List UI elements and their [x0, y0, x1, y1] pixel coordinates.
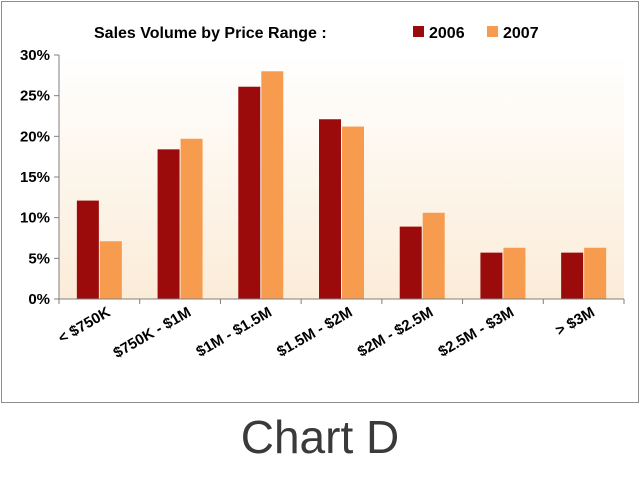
- x-category-label: > $3M: [553, 304, 598, 340]
- plot-area: [59, 55, 624, 299]
- bar-2006-5: [480, 252, 503, 299]
- bar-chart: 0%5%10%15%20%25%30% < $750K$750K - $1M $1…: [20, 25, 625, 362]
- bar-2006-6: [561, 252, 584, 299]
- y-tick-label: 10%: [20, 210, 50, 227]
- chart-frame: 0% 5% 10% 15% 20% 25% 30% < $750K $750K - $1M $1…: [1, 1, 639, 403]
- bar-2007-1: [180, 138, 203, 299]
- bar-2007-3: [342, 126, 364, 299]
- x-category-label: $2.5M - $3M: [436, 304, 517, 361]
- y-tick-label: 30%: [20, 47, 50, 64]
- y-tick-label: 0%: [28, 291, 50, 308]
- bar-2007-0: [99, 241, 122, 299]
- bar-2006-4: [399, 226, 422, 299]
- slide-caption: Chart D: [240, 411, 400, 463]
- legend-label-2006: 2006: [429, 25, 465, 42]
- x-category-label: $2M - $2.5M: [355, 304, 436, 361]
- chart-title: Sales Volume by Price Range :: [94, 25, 327, 42]
- bar-2006-1: [157, 149, 180, 299]
- legend-swatch-2007: [487, 26, 498, 37]
- legend-swatch-2006: [413, 26, 424, 37]
- bar-2007-5: [503, 247, 526, 299]
- bar-2007-6: [584, 247, 607, 299]
- y-tick-label: 25%: [20, 88, 50, 105]
- legend-label-2007: 2007: [503, 25, 539, 42]
- x-category-label: < $750K: [55, 304, 113, 347]
- bar-2006-2: [238, 86, 261, 299]
- bar-2007-4: [422, 212, 445, 299]
- x-category-label: $1M - $1.5M: [193, 304, 274, 361]
- x-category-label: $1.5M - $2M: [274, 304, 355, 361]
- legend: 2006 2007: [413, 25, 539, 42]
- y-tick-label: 20%: [20, 128, 50, 145]
- bar-2006-0: [76, 200, 99, 299]
- y-tick-label: 5%: [28, 250, 50, 267]
- bar-2006-3: [319, 119, 341, 300]
- bar-2007-2: [261, 71, 284, 300]
- y-tick-label: 15%: [20, 169, 50, 186]
- x-category-label: $750K - $1M: [110, 304, 194, 362]
